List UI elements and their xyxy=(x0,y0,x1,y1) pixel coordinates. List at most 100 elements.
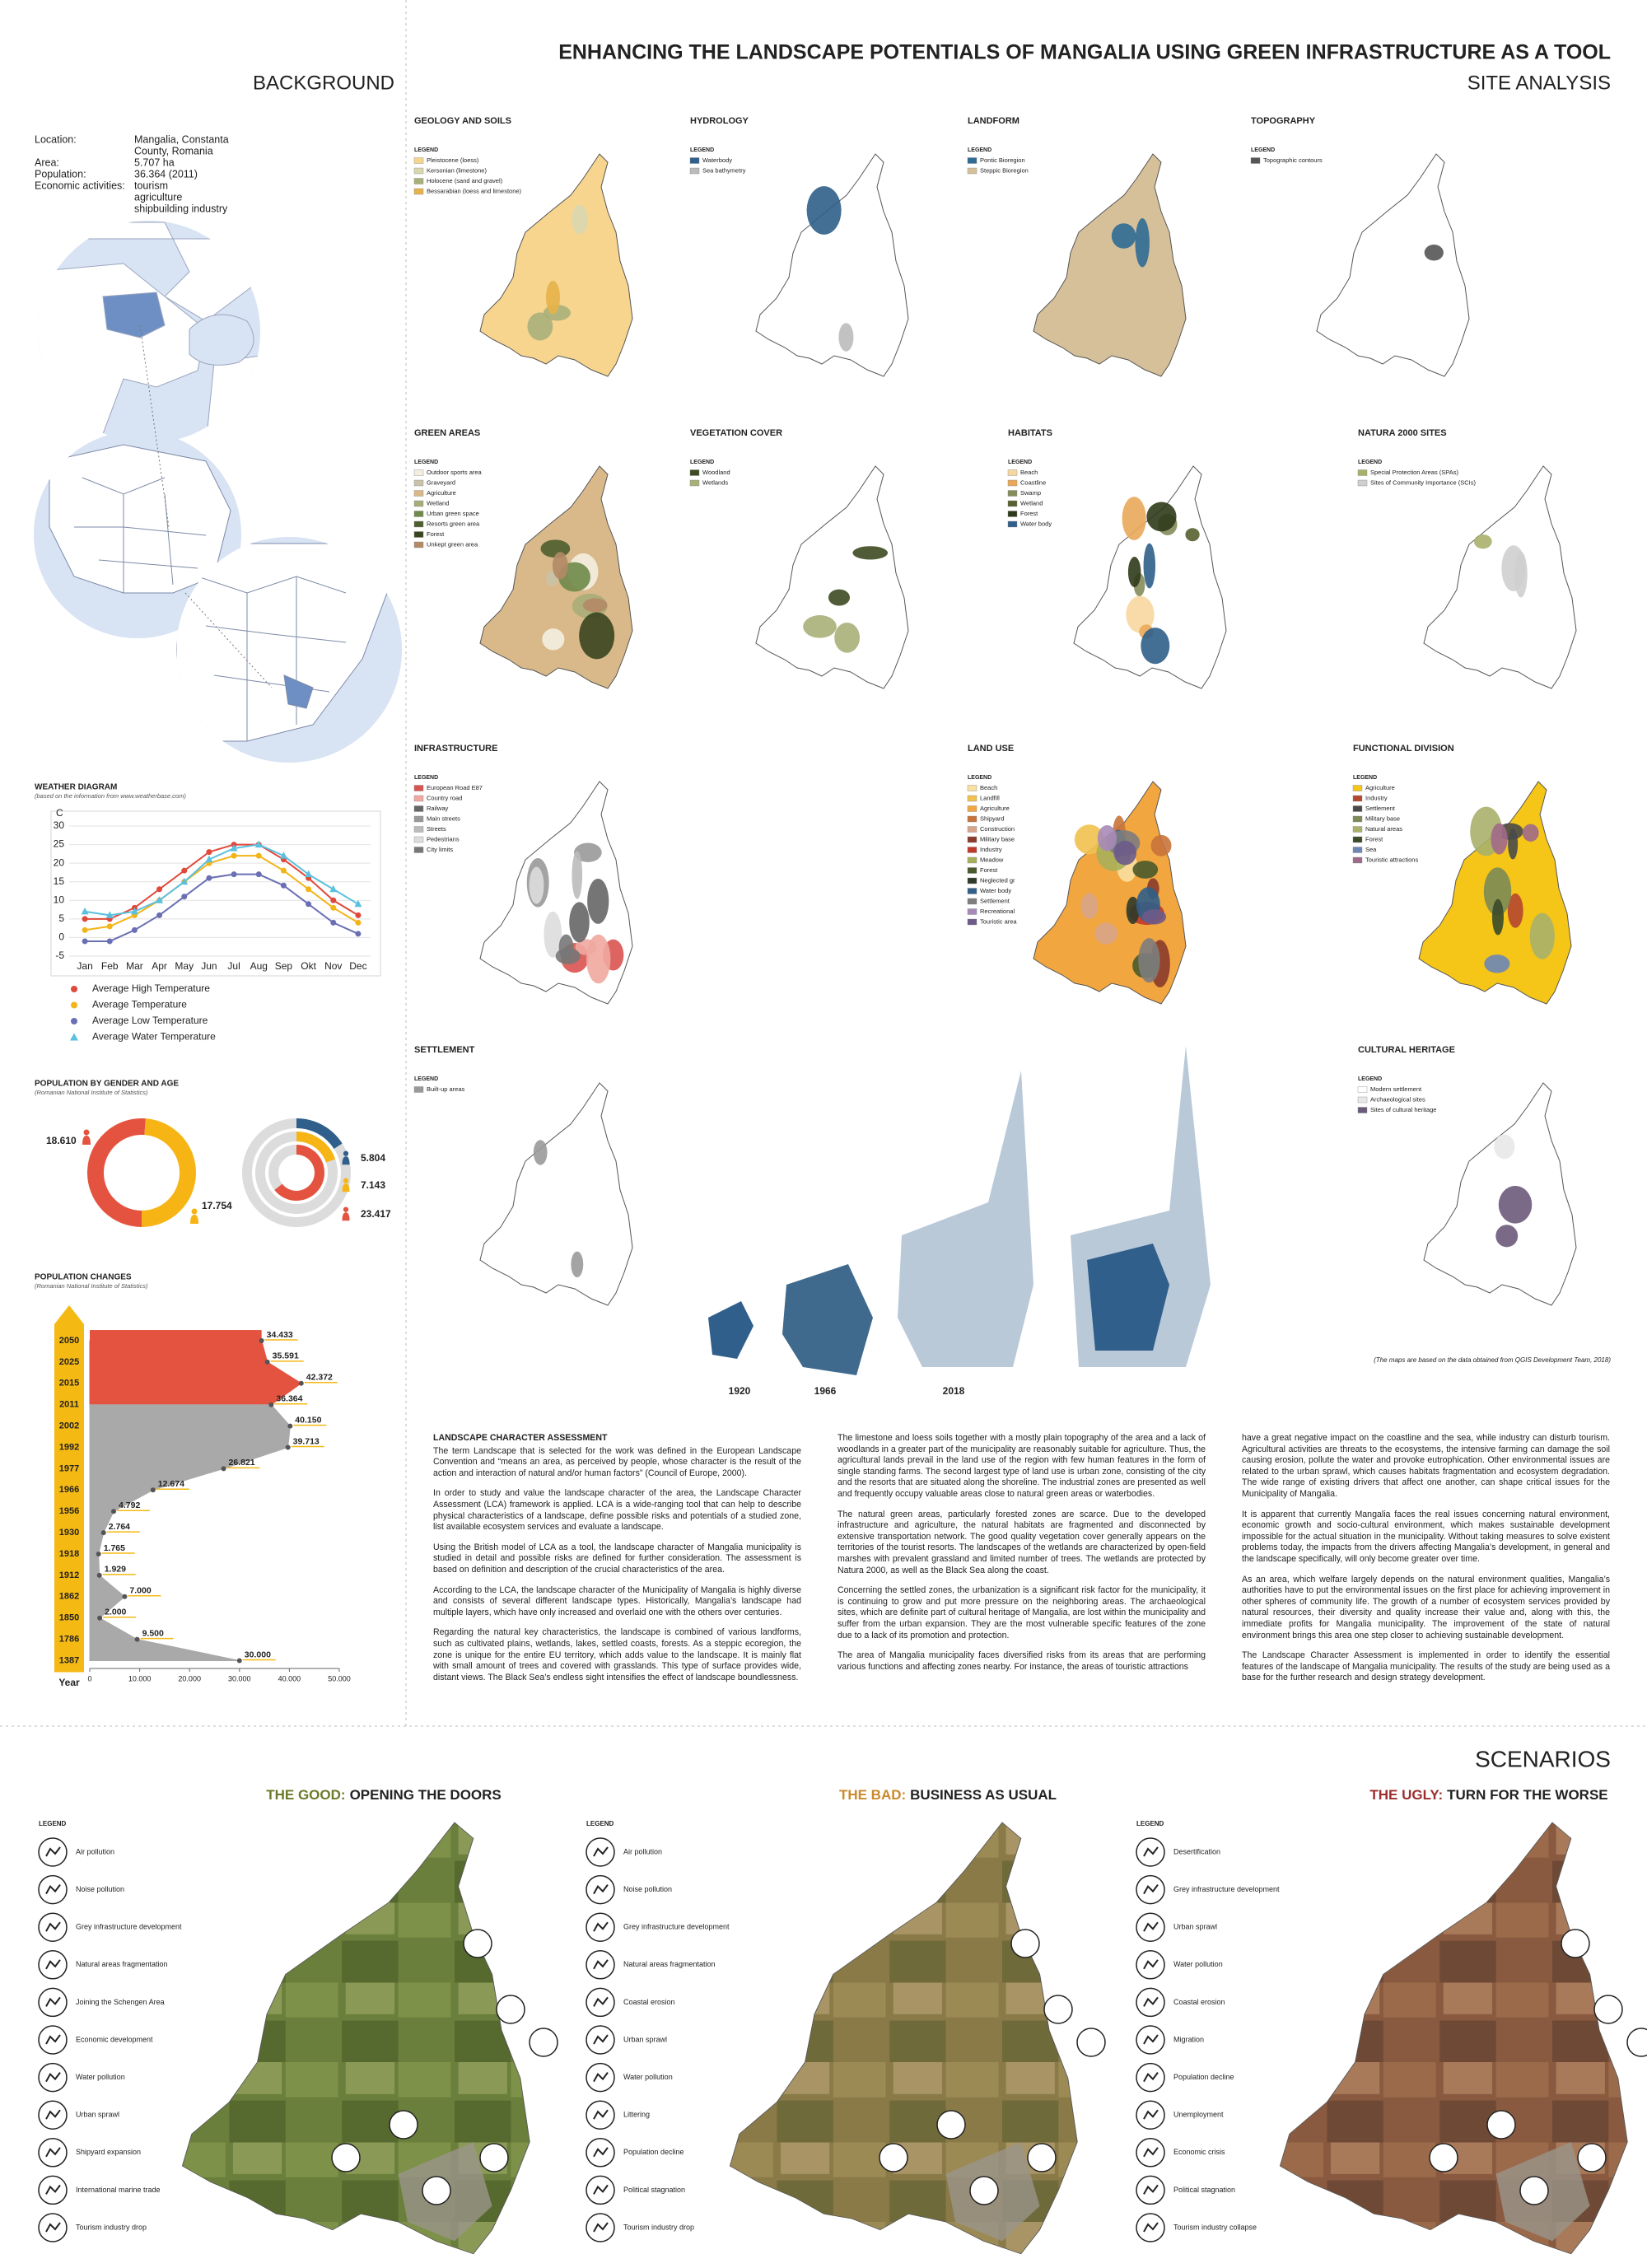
map-icon xyxy=(1076,2028,1106,2057)
legend-swatch xyxy=(1007,520,1018,528)
value-label: 18.610 xyxy=(46,1135,77,1146)
x-tick-label: May xyxy=(175,960,194,972)
value-label: 35.591 xyxy=(273,1351,299,1361)
year-label: 1992 xyxy=(59,1442,79,1452)
legend-label: Water body xyxy=(980,887,1011,894)
point xyxy=(280,882,287,889)
legend-swatch xyxy=(1352,856,1363,864)
legend-glyph xyxy=(45,2034,61,2045)
legend-label: Forest xyxy=(427,530,445,538)
legend-heading: LEGEND xyxy=(968,775,991,781)
map-area xyxy=(1132,861,1159,879)
map-outline xyxy=(1423,465,1577,689)
map-icon xyxy=(1043,1995,1073,2024)
y-tick-label: 25 xyxy=(54,838,65,850)
area-segment xyxy=(89,1468,224,1491)
scenario-title: THE GOOD: OPENING THE DOORS xyxy=(266,1787,502,1803)
legend-swatch xyxy=(689,167,700,175)
person-icon xyxy=(82,1136,91,1145)
point xyxy=(181,894,188,900)
x-tick-label: Aug xyxy=(250,960,268,972)
point xyxy=(287,1423,293,1429)
map-title: GREEN AREAS xyxy=(414,428,480,438)
legend-label: Political stagnation xyxy=(1173,2186,1235,2194)
legend-swatch xyxy=(413,490,424,497)
point xyxy=(206,875,212,881)
point xyxy=(205,855,213,863)
point xyxy=(82,926,88,933)
y-tick-label: 20 xyxy=(54,856,65,868)
legend-label: Littering xyxy=(623,2111,650,2119)
point xyxy=(329,884,338,893)
legend-heading: LEGEND xyxy=(414,775,438,781)
person-icon xyxy=(342,1156,350,1165)
legend-label: Resorts green area xyxy=(427,520,480,527)
x-tick-label: Jan xyxy=(77,960,92,972)
legend-label: Forest xyxy=(1365,835,1383,842)
legend-glyph xyxy=(45,2072,61,2083)
legend-swatch xyxy=(413,188,424,195)
value-label: 7.000 xyxy=(129,1586,151,1596)
legend-swatch xyxy=(967,815,977,823)
map-area xyxy=(1150,834,1172,856)
point xyxy=(156,886,163,893)
paragraph: The area of Mangalia municipality faces … xyxy=(837,1650,1206,1672)
donut-segment xyxy=(141,1118,197,1227)
legend-label: Pedestrians xyxy=(427,835,460,842)
map-area xyxy=(1483,867,1512,916)
legend-glyph xyxy=(45,2222,61,2233)
map-area xyxy=(555,948,581,964)
legend-glyph xyxy=(1143,2034,1159,2045)
point xyxy=(221,1466,226,1472)
year-label: 1956 xyxy=(59,1506,79,1516)
map-area xyxy=(834,622,861,653)
legend-label: Urban green space xyxy=(427,510,479,517)
year-label: 1930 xyxy=(59,1528,79,1538)
legend-label: Water pollution xyxy=(76,2073,125,2081)
person-icon xyxy=(342,1212,350,1221)
x-tick-label: Feb xyxy=(101,960,119,972)
legend-label: Agriculture xyxy=(1365,784,1395,791)
legend-label: Beach xyxy=(1020,469,1038,476)
legend-label: Sea bathymetry xyxy=(702,166,746,174)
map-icon xyxy=(936,2110,966,2140)
legend-label: Main streets xyxy=(427,814,460,822)
point xyxy=(96,1572,102,1578)
info-label: Economic activities: xyxy=(35,180,125,191)
legend-label: Population decline xyxy=(623,2148,684,2156)
paragraph: According to the LCA, the landscape char… xyxy=(433,1584,801,1617)
map-area xyxy=(1424,245,1444,261)
legend-label: Urban sprawl xyxy=(76,2111,119,2119)
paragraph: In order to study and value the landscap… xyxy=(433,1488,801,1533)
point xyxy=(81,907,89,915)
legend-label: Wetland xyxy=(427,499,449,506)
legend-swatch xyxy=(967,888,977,894)
y-axis-label: C xyxy=(56,807,63,819)
map-icon xyxy=(1010,1929,1040,1958)
legend-glyph xyxy=(45,2147,61,2158)
legend-glyph xyxy=(45,1959,61,1970)
legend-label: Tourism industry drop xyxy=(76,2223,147,2231)
legend-glyph xyxy=(1143,1996,1159,2007)
year-label: 1977 xyxy=(59,1463,79,1473)
point xyxy=(231,852,237,859)
map-title: SETTLEMENT xyxy=(414,1045,475,1055)
legend-marker xyxy=(70,1033,78,1041)
map xyxy=(479,1082,633,1306)
legend-heading: LEGEND xyxy=(39,1820,67,1827)
legend-label: Desertification xyxy=(1173,1847,1220,1855)
map-area xyxy=(1146,502,1177,532)
value-label: 40.150 xyxy=(295,1415,321,1425)
map-area xyxy=(806,186,842,235)
scenario-title: THE UGLY: TURN FOR THE WORSE xyxy=(1369,1787,1607,1803)
map-area xyxy=(803,615,837,638)
info-value: Mangalia, Constanta xyxy=(134,133,229,145)
year-bar xyxy=(54,1324,84,1673)
x-tick-label: Jul xyxy=(227,960,240,972)
map-area xyxy=(572,204,588,235)
area-segment xyxy=(89,1532,105,1555)
legend-swatch xyxy=(1357,1096,1368,1104)
x-tick-label: 40.000 xyxy=(278,1674,301,1682)
point xyxy=(100,1530,106,1536)
